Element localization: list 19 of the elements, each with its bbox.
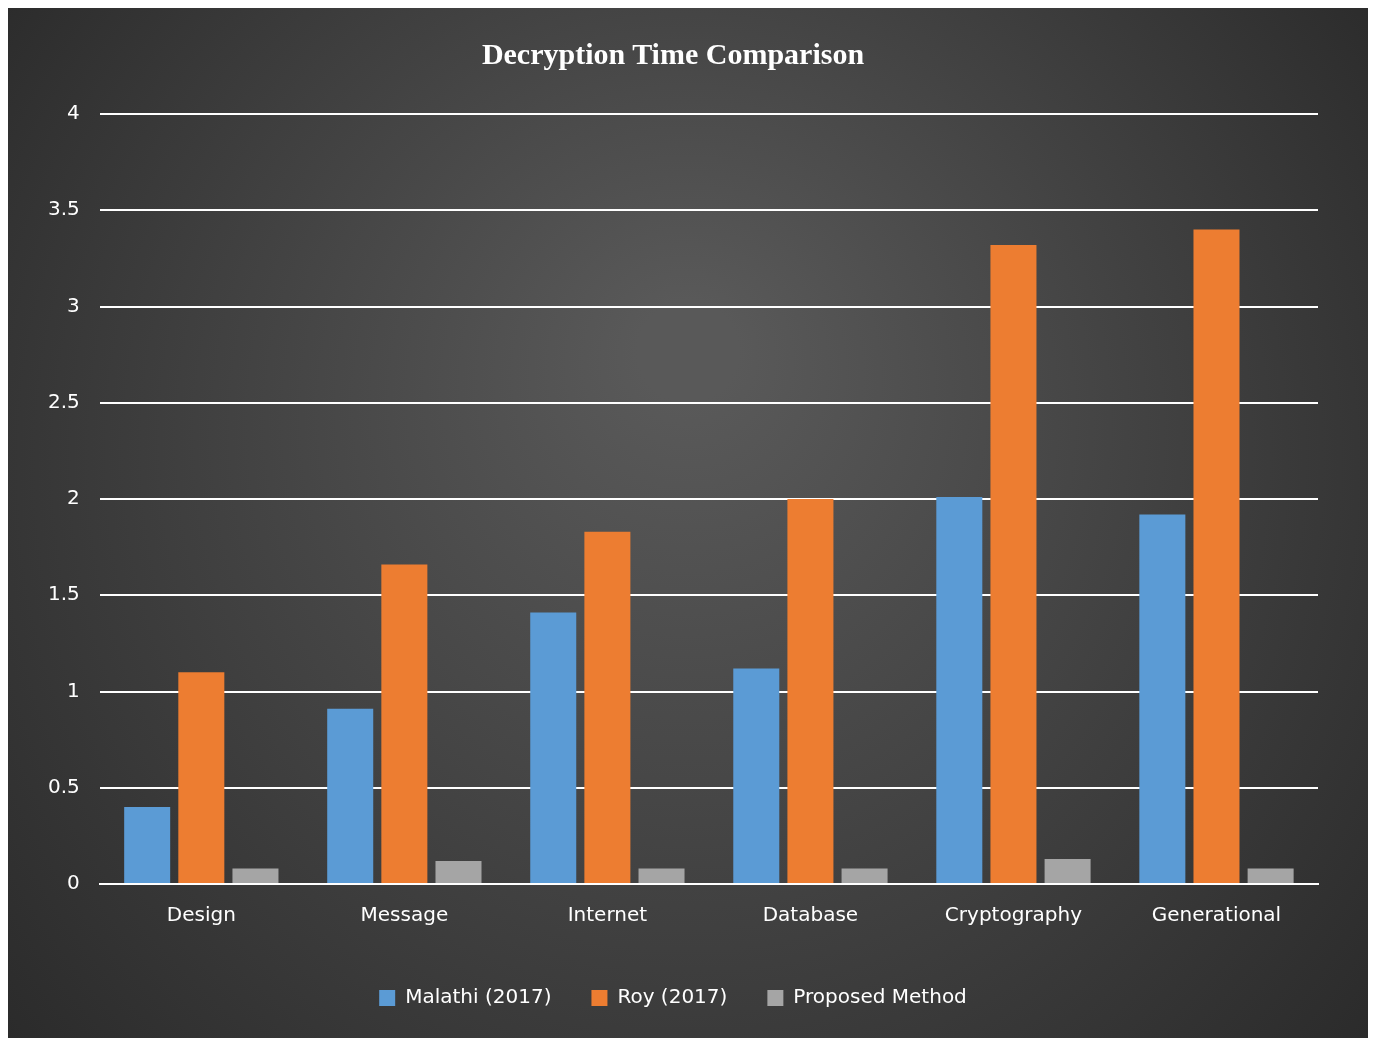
y-tick-label: 2 [67, 485, 80, 510]
legend-label: Malathi (2017) [405, 984, 552, 1009]
y-tick-label: 3.5 [47, 196, 80, 221]
y-tick-label: 0.5 [47, 773, 80, 798]
y-tick-label: 4 [67, 100, 80, 125]
y-tick-label: 1.5 [47, 581, 80, 606]
y-tick-label: 1 [67, 677, 80, 702]
legend-label: Roy (2017) [617, 984, 728, 1009]
chart-title: Decryption Time Comparison [481, 36, 865, 70]
legend-label: Proposed Method [793, 984, 967, 1009]
x-tick-label: Message [360, 902, 449, 927]
x-tick-label: Design [166, 902, 236, 927]
x-tick-label: Database [762, 902, 859, 927]
y-tick-label: 2.5 [47, 388, 80, 413]
x-tick-label: Cryptography [944, 902, 1083, 927]
y-tick-label: 3 [67, 292, 80, 317]
x-tick-label: Generational [1151, 902, 1282, 927]
x-tick-label: Internet [567, 902, 648, 927]
y-tick-label: 0 [67, 870, 80, 895]
